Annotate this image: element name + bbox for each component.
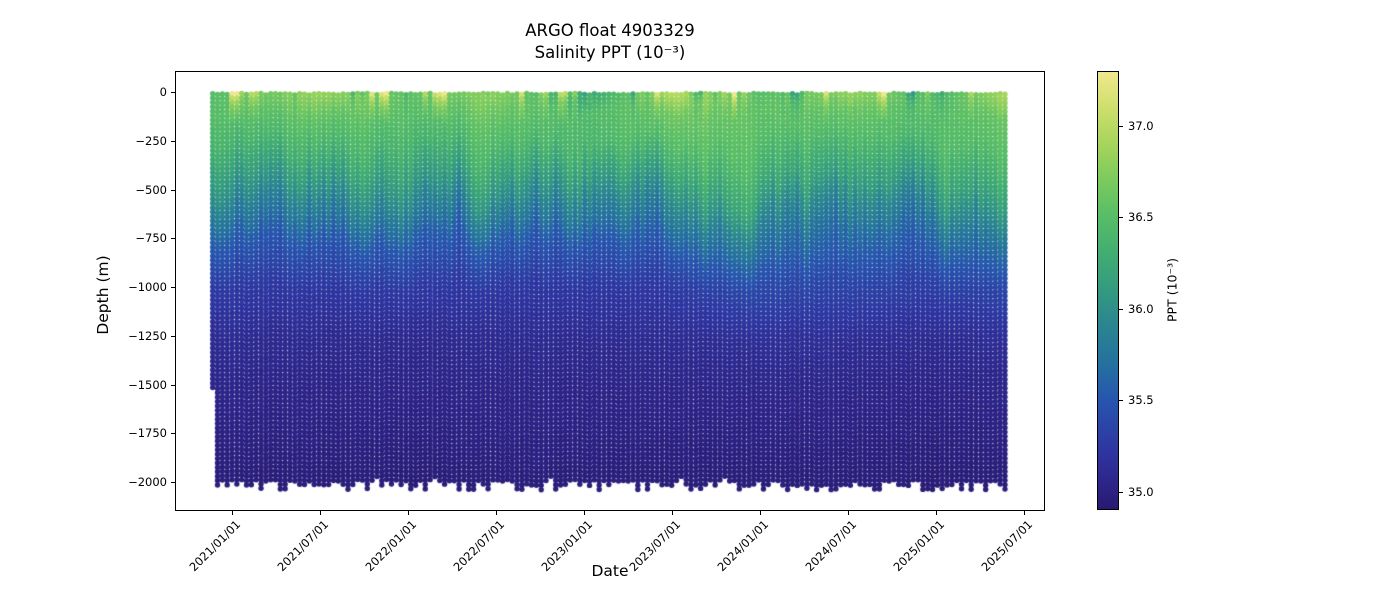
y-tick-label: −1250: [128, 328, 167, 343]
y-tick-label: −750: [135, 231, 167, 246]
y-tick-mark: [171, 140, 175, 142]
colorbar-tick-label: 37.0: [1128, 118, 1154, 133]
x-tick-mark: [584, 511, 586, 515]
chart-title: ARGO float 4903329: [525, 21, 695, 40]
heatmap-canvas: [176, 72, 1046, 512]
y-tick-label: −250: [135, 133, 167, 148]
x-tick-label: 2021/07/01: [274, 517, 332, 575]
y-tick-mark: [171, 433, 175, 435]
colorbar-tick-mark: [1119, 217, 1123, 219]
plot-area: [175, 71, 1046, 512]
colorbar-tick-label: 35.5: [1128, 393, 1154, 408]
x-tick-label: 2022/07/01: [450, 517, 508, 575]
y-tick-mark: [171, 238, 175, 240]
y-tick-label: −2000: [128, 475, 167, 489]
y-tick-mark: [171, 335, 175, 337]
y-tick-mark: [171, 92, 175, 93]
x-tick-label: 2023/07/01: [626, 517, 684, 575]
x-tick-label: 2022/01/01: [362, 517, 420, 575]
x-tick-mark: [672, 511, 674, 515]
x-tick-label: 2021/01/01: [186, 517, 244, 575]
chart-subtitle: Salinity PPT (10⁻³): [534, 43, 686, 62]
y-tick-label: −1750: [128, 426, 167, 441]
x-tick-mark: [848, 511, 850, 515]
colorbar-tick-label: 36.0: [1128, 301, 1154, 316]
y-tick-mark: [171, 189, 175, 191]
colorbar-tick-label: 35.0: [1128, 484, 1154, 499]
colorbar-tick-mark: [1119, 125, 1123, 127]
y-tick-label: 0: [159, 85, 167, 99]
x-tick-mark: [1024, 511, 1026, 515]
colorbar-tick-label: 36.5: [1128, 210, 1154, 225]
colorbar-tick-mark: [1119, 308, 1123, 310]
y-tick-mark: [171, 384, 175, 386]
x-tick-label: 2025/01/01: [890, 517, 948, 575]
x-tick-label: 2024/01/01: [714, 517, 772, 575]
x-tick-mark: [320, 511, 322, 515]
y-tick-mark: [171, 482, 175, 483]
x-tick-label: 2024/07/01: [802, 517, 860, 575]
y-tick-label: −500: [135, 182, 167, 197]
x-tick-label: 2023/01/01: [538, 517, 596, 575]
x-tick-mark: [496, 511, 498, 515]
x-axis-label: Date: [591, 562, 629, 580]
colorbar-tick-mark: [1119, 491, 1123, 493]
x-tick-label: 2025/07/01: [978, 517, 1036, 575]
y-tick-mark: [171, 287, 175, 288]
colorbar: [1097, 71, 1119, 510]
y-axis-label: Depth (m): [94, 255, 112, 335]
x-tick-mark: [408, 511, 410, 515]
y-tick-label: −1500: [128, 377, 167, 392]
x-tick-mark: [760, 511, 762, 515]
colorbar-label: PPT (10⁻³): [1164, 258, 1180, 322]
x-tick-mark: [936, 511, 938, 515]
colorbar-tick-mark: [1119, 400, 1123, 402]
y-tick-label: −1000: [128, 280, 167, 294]
x-tick-mark: [232, 511, 233, 515]
